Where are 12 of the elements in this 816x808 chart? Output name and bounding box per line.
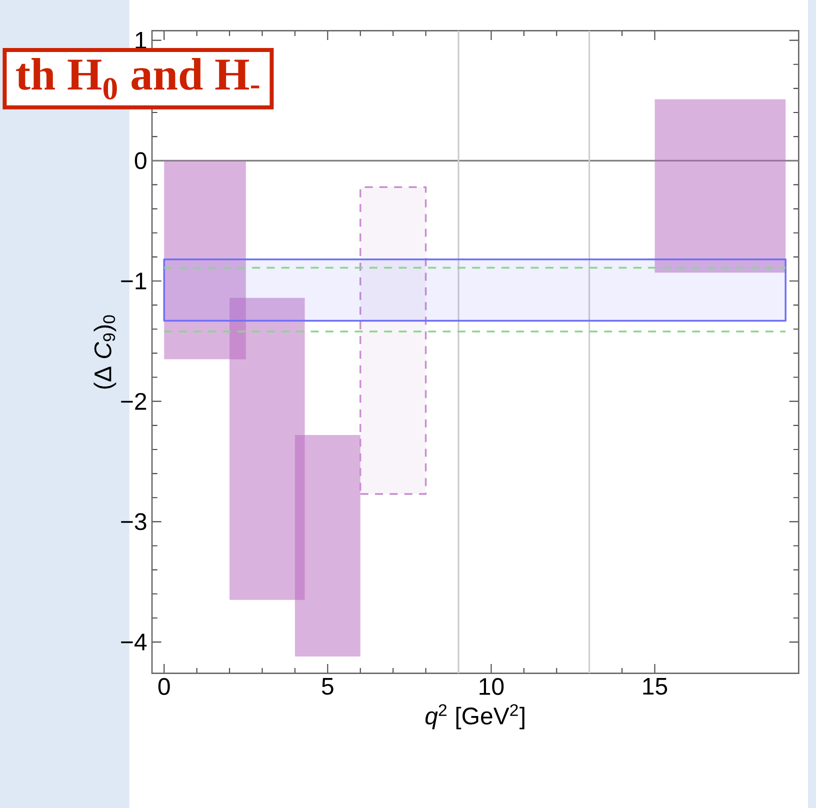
annotation: th H$_{0}$ and H$_{-}$ (16, 58, 260, 100)
y-axis-title: (Δ C$_{9}$)$_{0}$ (94, 315, 116, 389)
x-axis-title: q$^{2}$ [GeV$^{2}$] (425, 704, 524, 730)
x-tick-label: 5 (322, 678, 334, 695)
x-tick-label: 10 (480, 678, 504, 696)
y-tick-label: −2 (121, 392, 146, 410)
y-tick-label: −1 (121, 272, 146, 290)
y-tick-label: −3 (121, 513, 146, 530)
y-tick-label: 0 (134, 152, 146, 170)
y-tick-label: −4 (121, 634, 147, 650)
x-tick-label: 15 (643, 678, 668, 695)
x-tick-label: 0 (158, 678, 170, 696)
